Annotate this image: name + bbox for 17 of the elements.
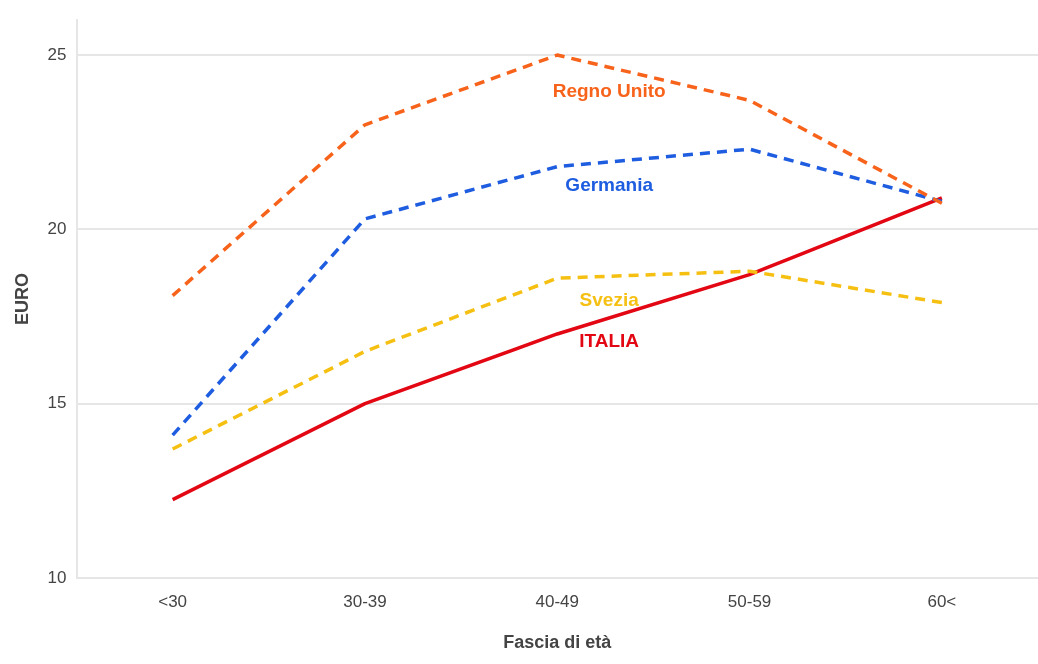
y-tick-label: 20 (47, 219, 67, 239)
x-tick-label: 40-49 (535, 591, 579, 611)
y-tick-label: 15 (47, 393, 67, 413)
x-axis-title: Fascia di età (503, 632, 613, 653)
x-tick-label: 50-59 (727, 591, 772, 611)
series-label: Regno Unito (552, 79, 666, 101)
line-series (170, 269, 944, 451)
line-series (170, 147, 944, 437)
series-label: Svezia (579, 288, 640, 310)
series-label: Germania (565, 174, 654, 196)
y-tick-label: 25 (47, 44, 67, 64)
y-tick-label: 10 (47, 567, 67, 587)
x-tick-label: <30 (158, 591, 188, 611)
series-label: ITALIA (579, 330, 640, 352)
x-tick-label: 60< (927, 591, 957, 611)
x-tick-label: 30-39 (343, 591, 387, 611)
y-axis-title: EURO (11, 273, 32, 326)
